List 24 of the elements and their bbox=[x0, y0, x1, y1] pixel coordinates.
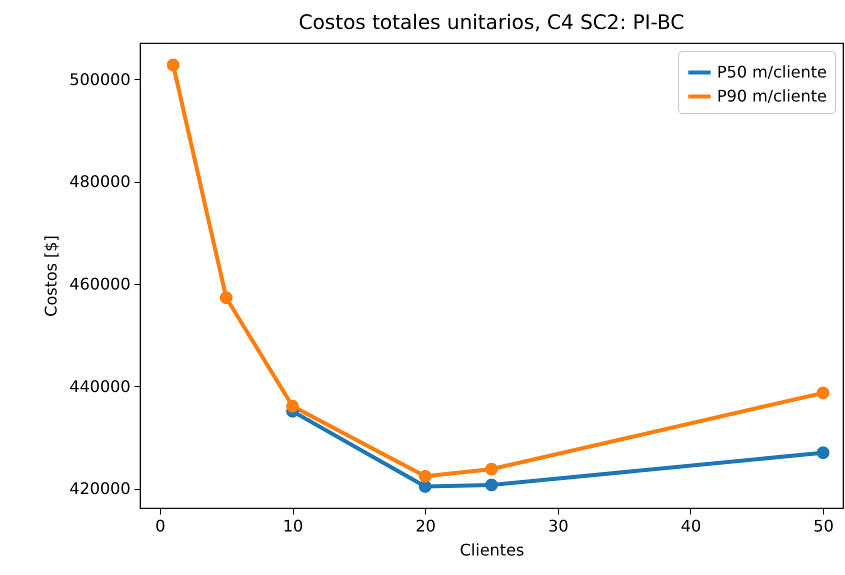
chart-title: Costos totales unitarios, C4 SC2: PI-BC bbox=[298, 10, 684, 34]
x-tick-label: 40 bbox=[680, 516, 702, 536]
x-tick-label: 30 bbox=[548, 516, 568, 536]
y-tick-label: 420000 bbox=[69, 479, 130, 498]
x-tick-label: 20 bbox=[416, 516, 436, 536]
point bbox=[166, 58, 180, 72]
x-tick-label: 50 bbox=[813, 516, 834, 536]
y-axis-title: Costos [$] bbox=[41, 235, 60, 317]
point bbox=[286, 400, 299, 413]
y-tick-label: 440000 bbox=[69, 376, 130, 396]
legend-label: P90 m/cliente bbox=[717, 86, 827, 106]
point bbox=[816, 386, 830, 400]
x-tick-label: 10 bbox=[282, 516, 304, 536]
point bbox=[485, 462, 498, 476]
y-tick-label: 480000 bbox=[69, 172, 130, 192]
x-axis-title: Clientes bbox=[460, 540, 524, 560]
point bbox=[220, 291, 233, 304]
point bbox=[816, 446, 830, 460]
point bbox=[418, 470, 432, 483]
y-tick-label: 500000 bbox=[69, 70, 130, 89]
y-tick-label: 460000 bbox=[69, 274, 130, 294]
legend-label: P50 m/cliente bbox=[717, 62, 827, 82]
x-tick-label: 0 bbox=[155, 516, 166, 536]
point bbox=[485, 478, 498, 492]
